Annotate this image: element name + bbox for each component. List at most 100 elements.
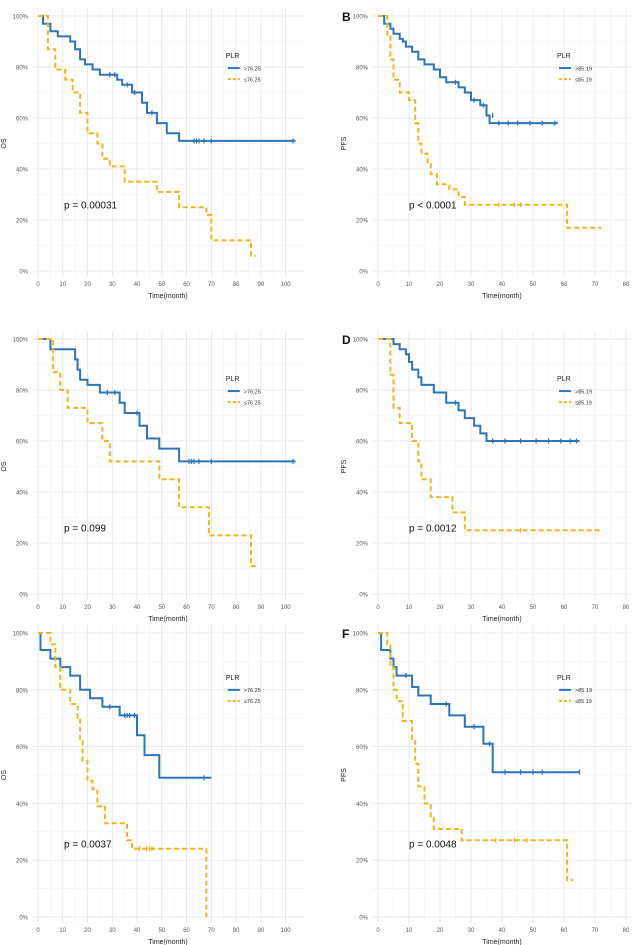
y-tick-label: 80% <box>16 389 29 395</box>
x-tick-label: 0 <box>376 928 380 934</box>
y-axis-label: PFS <box>341 136 348 150</box>
legend-title: PLR <box>557 53 571 60</box>
legend-entry: ≤76.25 <box>244 400 261 406</box>
legend-entry: >76.25 <box>244 688 261 694</box>
x-tick-label: 40 <box>499 605 506 611</box>
y-tick-label: 60% <box>356 745 369 751</box>
x-tick-label: 60 <box>561 928 568 934</box>
y-tick-label: 20% <box>16 219 29 225</box>
x-tick-label: 80 <box>233 605 240 611</box>
x-tick-label: 100 <box>281 605 292 611</box>
p-value-annotation: p = 0.00031 <box>64 201 118 212</box>
legend-title: PLR <box>226 376 240 383</box>
y-tick-label: 80% <box>16 66 29 72</box>
x-tick-label: 50 <box>530 282 537 288</box>
x-tick-label: 0 <box>36 282 40 288</box>
x-tick-label: 90 <box>258 928 265 934</box>
y-tick-label: 20% <box>16 542 29 548</box>
x-tick-label: 100 <box>281 928 292 934</box>
legend-entry: ≤76.25 <box>244 699 261 705</box>
y-tick-label: 60% <box>356 117 369 123</box>
y-tick-label: 40% <box>16 168 29 174</box>
legend-title: PLR <box>557 675 571 682</box>
x-tick-label: 90 <box>258 282 265 288</box>
y-tick-label: 100% <box>13 632 29 638</box>
x-tick-label: 60 <box>561 282 568 288</box>
legend-entry: >76.25 <box>244 66 261 72</box>
legend-entry: ≤85.19 <box>575 699 592 705</box>
x-tick-label: 50 <box>158 605 165 611</box>
x-tick-label: 20 <box>84 605 91 611</box>
x-tick-label: 40 <box>134 928 141 934</box>
y-tick-label: 80% <box>16 688 29 694</box>
x-tick-label: 70 <box>208 282 215 288</box>
y-tick-label: 100% <box>353 15 369 21</box>
legend-entry: ≤76.25 <box>244 77 261 83</box>
y-axis-label: OS <box>1 770 8 780</box>
y-tick-label: 20% <box>16 859 29 865</box>
y-tick-label: 80% <box>356 688 369 694</box>
x-tick-label: 70 <box>208 605 215 611</box>
survival-curve-1 <box>38 15 256 257</box>
km-chart-panel-5: 0% 20% 40% 60% 80% 100% 0 10 20 30 40 50 60 70 80 Time(… <box>341 625 632 945</box>
legend-entry: ≤85.19 <box>575 400 592 406</box>
x-tick-label: 30 <box>468 605 475 611</box>
y-tick-label: 40% <box>16 802 29 808</box>
y-axis-label: PFS <box>341 768 348 782</box>
x-tick-label: 0 <box>36 928 40 934</box>
y-tick-label: 0% <box>19 593 28 599</box>
x-tick-label: 40 <box>134 605 141 611</box>
y-tick-label: 60% <box>16 117 29 123</box>
p-value-annotation: p = 0.0037 <box>64 839 112 850</box>
y-tick-label: 60% <box>16 440 29 446</box>
x-tick-label: 50 <box>530 605 537 611</box>
x-tick-label: 20 <box>84 282 91 288</box>
x-tick-label: 80 <box>623 282 630 288</box>
survival-curve-1 <box>38 632 208 917</box>
p-value-annotation: p = 0.0012 <box>409 524 457 535</box>
legend-entry: ≤85.19 <box>575 77 592 83</box>
x-axis-label: Time(month) <box>482 616 521 623</box>
x-tick-label: 30 <box>109 282 116 288</box>
y-tick-label: 100% <box>353 632 369 638</box>
x-tick-label: 0 <box>376 605 380 611</box>
x-tick-label: 60 <box>561 605 568 611</box>
x-tick-label: 70 <box>592 605 599 611</box>
x-tick-label: 30 <box>109 928 116 934</box>
panel-label: F <box>342 627 349 641</box>
x-tick-label: 40 <box>499 282 506 288</box>
x-tick-label: 10 <box>59 605 66 611</box>
y-tick-label: 80% <box>356 66 369 72</box>
x-tick-label: 60 <box>183 928 190 934</box>
x-tick-label: 70 <box>592 282 599 288</box>
y-axis-label: OS <box>1 461 8 471</box>
y-tick-label: 0% <box>19 916 28 922</box>
x-tick-label: 10 <box>406 605 413 611</box>
y-tick-label: 0% <box>359 593 368 599</box>
y-tick-label: 20% <box>356 219 369 225</box>
y-tick-label: 20% <box>356 859 369 865</box>
x-tick-label: 50 <box>530 928 537 934</box>
y-tick-label: 0% <box>19 270 28 276</box>
y-tick-label: 0% <box>359 270 368 276</box>
survival-curve-1 <box>378 632 574 882</box>
x-tick-label: 10 <box>59 282 66 288</box>
survival-curve-0 <box>38 15 296 142</box>
x-tick-label: 20 <box>437 282 444 288</box>
y-tick-label: 0% <box>359 916 368 922</box>
y-axis-label: PFS <box>341 459 348 473</box>
y-tick-label: 100% <box>13 15 29 21</box>
x-tick-label: 40 <box>499 928 506 934</box>
x-tick-label: 70 <box>208 928 215 934</box>
x-axis-label: Time(month) <box>148 939 187 945</box>
y-tick-label: 80% <box>356 389 369 395</box>
p-value-annotation: p = 0.0048 <box>409 839 457 850</box>
legend-entry: >76.25 <box>244 389 261 395</box>
x-tick-label: 60 <box>183 605 190 611</box>
legend-entry: >85.19 <box>575 389 592 395</box>
km-chart-panel-0: 0% 20% 40% 60% 80% 100% 0 10 20 30 40 50 60 70 80 90 100… <box>1 8 304 300</box>
p-value-annotation: p < 0.0001 <box>409 201 457 212</box>
survival-curve-0 <box>38 338 296 463</box>
x-tick-label: 0 <box>376 282 380 288</box>
